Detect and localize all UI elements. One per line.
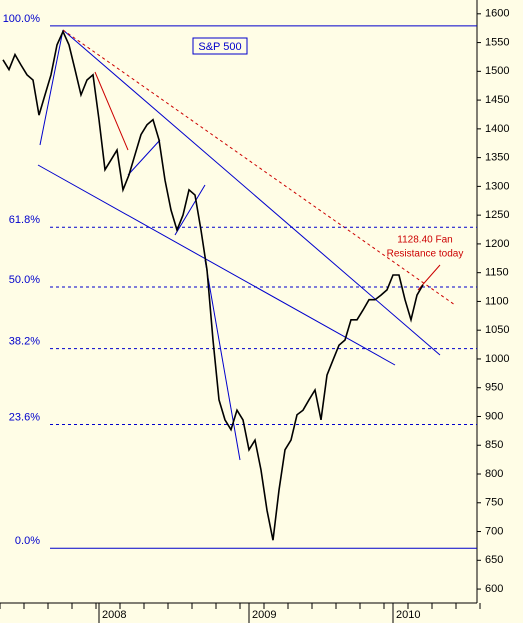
fib-label: 100.0% xyxy=(3,13,41,25)
y-tick-label: 1050 xyxy=(485,324,509,336)
chart-title: S&P 500 xyxy=(198,41,241,53)
fib-label: 38.2% xyxy=(9,336,40,348)
y-tick-label: 800 xyxy=(485,468,503,480)
trend-line xyxy=(37,164,396,366)
y-tick-label: 700 xyxy=(485,525,503,537)
price-line xyxy=(2,29,424,541)
y-tick-label: 1550 xyxy=(485,36,509,48)
fib-label: 50.0% xyxy=(9,274,40,286)
y-tick-label: 1300 xyxy=(485,180,509,192)
x-tick-label: 2008 xyxy=(102,609,126,621)
trend-line xyxy=(39,29,64,146)
y-tick-label: 750 xyxy=(485,497,503,509)
x-tick-label: 2009 xyxy=(252,609,276,621)
trend-line xyxy=(127,139,161,176)
legend-box xyxy=(192,37,248,55)
fib-label: 0.0% xyxy=(15,535,40,547)
trend-line xyxy=(94,71,129,151)
y-tick-label: 1150 xyxy=(485,267,509,279)
y-tick-label: 600 xyxy=(485,583,503,595)
fib-label: 23.6% xyxy=(9,411,40,423)
fan-lines xyxy=(37,29,456,461)
y-tick-label: 1350 xyxy=(485,152,509,164)
trend-line xyxy=(204,259,241,461)
fib-label: 61.8% xyxy=(9,214,40,226)
y-tick-label: 950 xyxy=(485,382,503,394)
y-tick-label: 1200 xyxy=(485,238,509,250)
y-tick-label: 1250 xyxy=(485,209,509,221)
y-tick-label: 850 xyxy=(485,439,503,451)
y-tick-label: 1600 xyxy=(485,8,509,20)
y-tick-label: 900 xyxy=(485,410,503,422)
annotation: 1128.40 Fan xyxy=(397,235,452,246)
y-tick-label: 1100 xyxy=(485,295,509,307)
y-tick-label: 1500 xyxy=(485,65,509,77)
y-tick-label: 1000 xyxy=(485,353,509,365)
y-tick-label: 650 xyxy=(485,554,503,566)
trend-line xyxy=(174,184,206,236)
annotation: Resistance today xyxy=(387,249,464,260)
y-tick-label: 1450 xyxy=(485,94,509,106)
fan-line xyxy=(62,29,456,306)
y-tick-label: 1400 xyxy=(485,123,509,135)
x-tick-label: 2010 xyxy=(396,609,420,621)
fan-line xyxy=(62,29,441,356)
